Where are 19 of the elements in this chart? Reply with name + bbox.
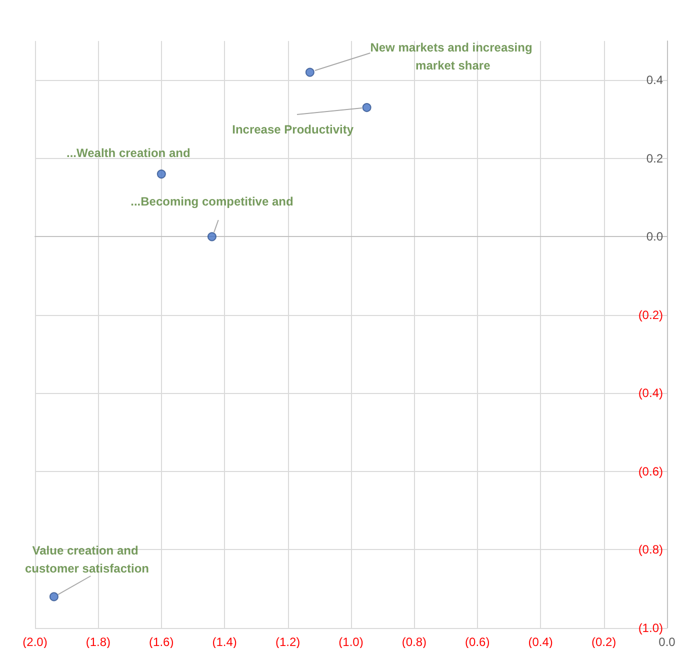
annotation: Increase Productivity [232,122,354,137]
y-tick-label: (0.4) [638,386,663,400]
x-tick-label: 0.0 [658,635,676,649]
y-tick-label: 0.0 [646,230,664,244]
annotation: New markets and increasing market share [370,40,536,72]
y-tick-label: (0.8) [638,542,663,557]
y-tick-label: (0.2) [638,308,663,322]
y-tick-label: 0.4 [646,73,664,88]
annotation: Value creation and customer satisfaction [24,544,149,576]
point [362,103,372,112]
annotation: ...Wealth creation and [66,146,190,160]
y-tick-label: 0.2 [646,151,664,166]
point [207,232,216,242]
y-tick-label: (0.6) [638,464,663,478]
point [49,592,58,602]
point [156,170,166,179]
y-tick-label: (1.0) [638,621,663,635]
point [305,68,314,77]
annotation: ...Becoming competitive and [130,194,294,209]
